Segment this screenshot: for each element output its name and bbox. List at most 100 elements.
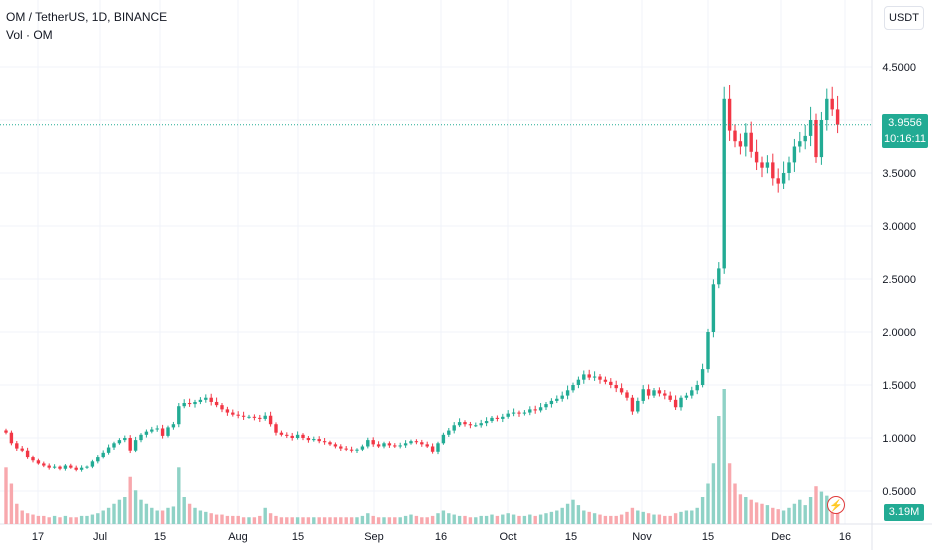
candle-body	[501, 416, 505, 419]
volume-bar	[749, 499, 753, 524]
volume-bar	[819, 491, 824, 524]
time-tick-label: 15	[154, 531, 166, 543]
volume-bar	[339, 517, 343, 524]
volume-bar	[690, 510, 694, 524]
candle-body	[544, 404, 548, 408]
candle-body	[706, 332, 710, 370]
volume-bar	[430, 515, 435, 524]
candle-body	[376, 444, 381, 447]
candle-body	[106, 447, 111, 453]
candle-body	[333, 444, 338, 447]
volume-bar	[555, 510, 559, 524]
volume-bar	[312, 517, 316, 524]
candle-body	[511, 412, 516, 414]
candle-body	[625, 392, 629, 398]
last-price-tag: 3.9556 10:16:11	[882, 114, 928, 148]
volume-bars	[4, 389, 840, 524]
candle-body	[668, 395, 672, 400]
candle-body	[128, 438, 132, 451]
candle-body	[576, 379, 581, 385]
candle-body	[700, 369, 705, 385]
candle-body	[225, 409, 230, 413]
candle-body	[565, 390, 570, 396]
volume-bar	[808, 497, 813, 524]
candle-body	[166, 427, 170, 436]
volume-bar	[128, 476, 132, 524]
volume-bar	[501, 514, 505, 524]
candle-body	[636, 400, 640, 412]
candle-body	[490, 417, 494, 422]
candle-body	[738, 141, 743, 147]
volume-bar	[58, 517, 62, 524]
volume-bar	[231, 515, 235, 524]
volume-bar	[517, 515, 521, 524]
candle-body	[139, 434, 143, 441]
volume-bar	[285, 517, 289, 524]
time-tick-label: 15	[565, 531, 577, 543]
candle-body	[560, 395, 564, 399]
volume-bar	[474, 517, 478, 524]
time-tick-label: 16	[839, 531, 851, 543]
volume-bar	[711, 463, 716, 524]
time-axis: 17 Jul 15 Aug 15 Sep 16 Oct 15 Nov 15 Dec 16	[32, 531, 851, 543]
volume-bar	[187, 503, 192, 524]
volume-bar	[101, 510, 105, 524]
time-tick-label: 16	[435, 531, 447, 543]
candle-body	[322, 441, 327, 443]
candle-body	[25, 450, 30, 458]
volume-bar	[36, 515, 41, 524]
volume-bar	[528, 514, 532, 524]
volume-bar	[63, 515, 68, 524]
volume-bar	[490, 514, 494, 524]
volume-bar	[798, 499, 802, 524]
candle-body	[382, 443, 386, 447]
time-tick-label: Jul	[93, 531, 107, 543]
candle-body	[781, 173, 786, 184]
candle-body	[4, 430, 8, 433]
volume-bar	[393, 517, 397, 524]
candle-body	[236, 414, 240, 416]
currency-button[interactable]: USDT	[884, 6, 924, 30]
volume-bar	[625, 511, 629, 524]
volume-bar	[776, 509, 780, 524]
candle-body	[717, 268, 721, 285]
lightning-icon[interactable]: ⚡	[827, 496, 845, 514]
candle-body	[603, 379, 608, 382]
candle-body	[457, 422, 462, 426]
candle-body	[754, 151, 759, 163]
volume-indicator-label[interactable]: Vol · OM	[6, 28, 53, 42]
price-tick-label: 3.5000	[882, 168, 916, 180]
volume-bar	[20, 510, 24, 524]
candle-body	[808, 120, 813, 136]
candle-body	[484, 421, 489, 424]
volume-bar	[171, 506, 176, 524]
candle-body	[339, 446, 343, 449]
volume-bar	[301, 517, 305, 524]
volume-bar	[328, 517, 332, 524]
volume-bar	[619, 514, 624, 524]
volume-bar	[182, 497, 186, 524]
volume-bar	[468, 517, 473, 524]
candle-body	[144, 431, 149, 435]
candle-body	[344, 448, 348, 450]
candle-body	[630, 397, 635, 412]
candle-body	[36, 460, 41, 464]
volume-bar	[225, 515, 230, 524]
volume-bar	[69, 517, 73, 524]
candle-body	[814, 120, 818, 158]
volume-bar	[112, 503, 116, 524]
candle-body	[20, 448, 24, 451]
candle-body	[825, 98, 829, 120]
volume-bar	[549, 511, 554, 524]
candle-body	[528, 409, 532, 413]
candle-body	[733, 130, 737, 142]
candle-body	[452, 425, 456, 431]
volume-bar	[155, 510, 159, 524]
candle-body	[571, 385, 575, 391]
volume-bar	[214, 514, 219, 524]
candle-body	[263, 415, 267, 419]
candle-body	[463, 422, 467, 425]
volume-bar	[123, 497, 127, 524]
candle-body	[47, 465, 51, 468]
